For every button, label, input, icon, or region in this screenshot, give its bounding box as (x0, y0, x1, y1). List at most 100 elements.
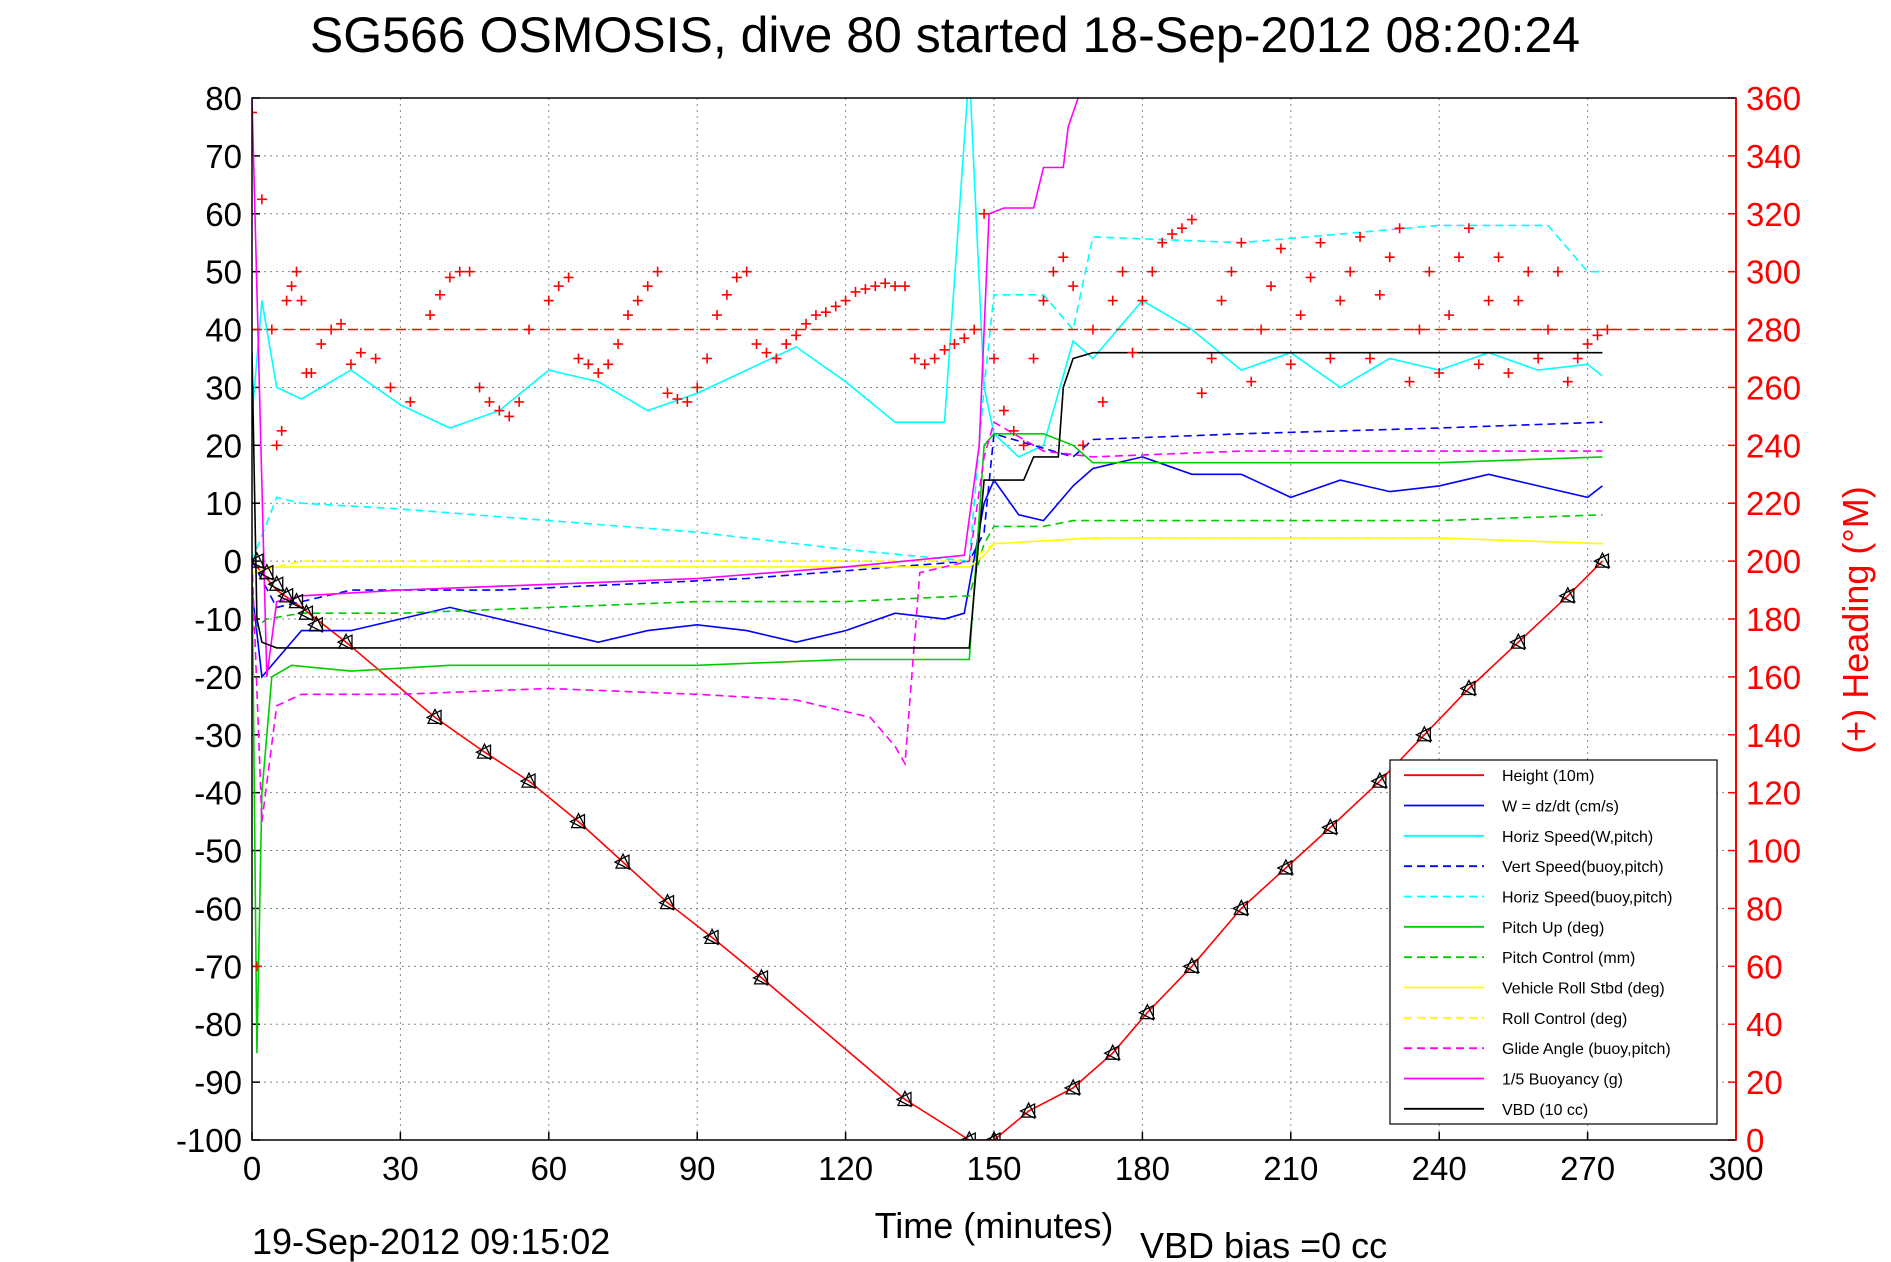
y-tick-label: -90 (194, 1064, 242, 1101)
heading-point (919, 359, 930, 370)
depth-marker (1063, 1078, 1082, 1096)
right-y-tick-label: 300 (1746, 254, 1801, 291)
heading-point (1305, 272, 1316, 283)
heading-point (1008, 425, 1019, 436)
heading-point (583, 359, 594, 370)
legend-entry: W = dz/dt (cm/s) (1404, 799, 1619, 816)
heading-point (751, 339, 762, 350)
heading-point (1078, 440, 1089, 451)
heading-points (252, 107, 1613, 972)
y-tick-label: -40 (194, 775, 242, 812)
heading-point (1285, 359, 1296, 370)
depth-marker (1459, 679, 1477, 697)
heading-point (425, 310, 436, 321)
legend-label: Height (10m) (1502, 768, 1594, 785)
heading-point (494, 405, 505, 416)
heading-point (929, 353, 940, 364)
heading-point (1355, 231, 1366, 242)
y-tick-label: -50 (194, 833, 242, 870)
heading-point (405, 396, 416, 407)
right-y-tick-label: 240 (1746, 427, 1801, 464)
right-y-tick-label: 40 (1746, 1006, 1783, 1043)
heading-point (979, 208, 990, 219)
heading-point (336, 318, 347, 329)
heading-point (781, 339, 792, 350)
depth-marker (895, 1090, 914, 1108)
legend-label: Vert Speed(buoy,pitch) (1502, 859, 1664, 876)
legend-box (1389, 759, 1718, 1125)
heading-point (316, 339, 327, 350)
footer-vbd-bias: VBD bias =0 cc (1140, 1225, 1387, 1262)
depth-marker (569, 812, 587, 830)
heading-point (642, 281, 653, 292)
heading-point (355, 347, 366, 358)
heading-point (899, 281, 910, 292)
depth-marker (1231, 898, 1250, 917)
series-line-6 (252, 514, 1603, 632)
heading-point (1424, 266, 1435, 277)
legend-entry: Horiz Speed(buoy,pitch) (1404, 890, 1672, 907)
heading-point (761, 347, 772, 358)
heading-point (1345, 266, 1356, 277)
heading-point (1048, 266, 1059, 277)
depth-marker (1320, 817, 1339, 836)
heading-point (1523, 266, 1534, 277)
heading-point (1414, 324, 1425, 335)
right-y-axis-label: (+) Heading (°M) (1835, 486, 1876, 753)
legend-label: W = dz/dt (cm/s) (1502, 799, 1619, 816)
legend-label: Glide Angle (buoy,pitch) (1502, 1041, 1671, 1058)
y-tick-label: -10 (194, 601, 242, 638)
depth-marker (306, 615, 325, 633)
heading-point (256, 194, 267, 205)
depth-marker (1370, 771, 1388, 790)
heading-point (1394, 223, 1405, 234)
heading-point (514, 396, 525, 407)
heading-point (573, 353, 584, 364)
heading-point (959, 333, 970, 344)
depth-marker (1414, 725, 1433, 743)
heading-point (1275, 243, 1286, 254)
heading-point (1038, 295, 1049, 306)
legend-entry: Pitch Control (mm) (1404, 950, 1635, 967)
series-line-8 (252, 537, 1603, 568)
x-axis-label: Time (minutes) (875, 1205, 1114, 1246)
legend-entry: Roll Control (deg) (1404, 1011, 1627, 1028)
heading-point (1453, 252, 1464, 263)
depth-marker (1508, 632, 1527, 651)
depth-marker (1019, 1101, 1037, 1120)
y-tick-label: -60 (194, 890, 242, 927)
heading-point (291, 266, 302, 277)
heading-point (1068, 281, 1079, 292)
heading-point (1167, 229, 1178, 240)
depth-marker (277, 586, 295, 604)
heading-point (949, 339, 960, 350)
series-line-5 (252, 432, 1603, 1054)
legend: Height (10m) W = dz/dt (cm/s) Horiz Speed(… (1389, 759, 1718, 1125)
heading-point (271, 440, 282, 451)
x-tick-label: 30 (382, 1150, 419, 1187)
heading-point (252, 107, 257, 118)
x-tick-label: 240 (1412, 1150, 1467, 1187)
y-tick-label: 60 (205, 196, 242, 233)
heading-point (1543, 324, 1554, 335)
heading-point (286, 281, 297, 292)
heading-point (593, 367, 604, 378)
heading-point (880, 278, 891, 289)
heading-point (1256, 324, 1267, 335)
series-line-3 (252, 421, 1603, 609)
heading-point (1463, 223, 1474, 234)
heading-point (454, 266, 465, 277)
heading-point (1107, 295, 1118, 306)
series-line-7 (252, 537, 1603, 574)
x-axis-ticks: 0 30 60 90 120 150 180 210 240 270 300 (243, 1132, 1764, 1187)
series-line-9 (252, 420, 1603, 822)
heading-point (989, 353, 999, 364)
heading-point (1018, 440, 1029, 451)
depth-marker (425, 707, 444, 726)
heading-point (603, 359, 614, 370)
heading-point (434, 289, 445, 300)
right-y-tick-label: 340 (1746, 138, 1801, 175)
heading-point (276, 425, 287, 436)
x-tick-label: 0 (243, 1150, 261, 1187)
